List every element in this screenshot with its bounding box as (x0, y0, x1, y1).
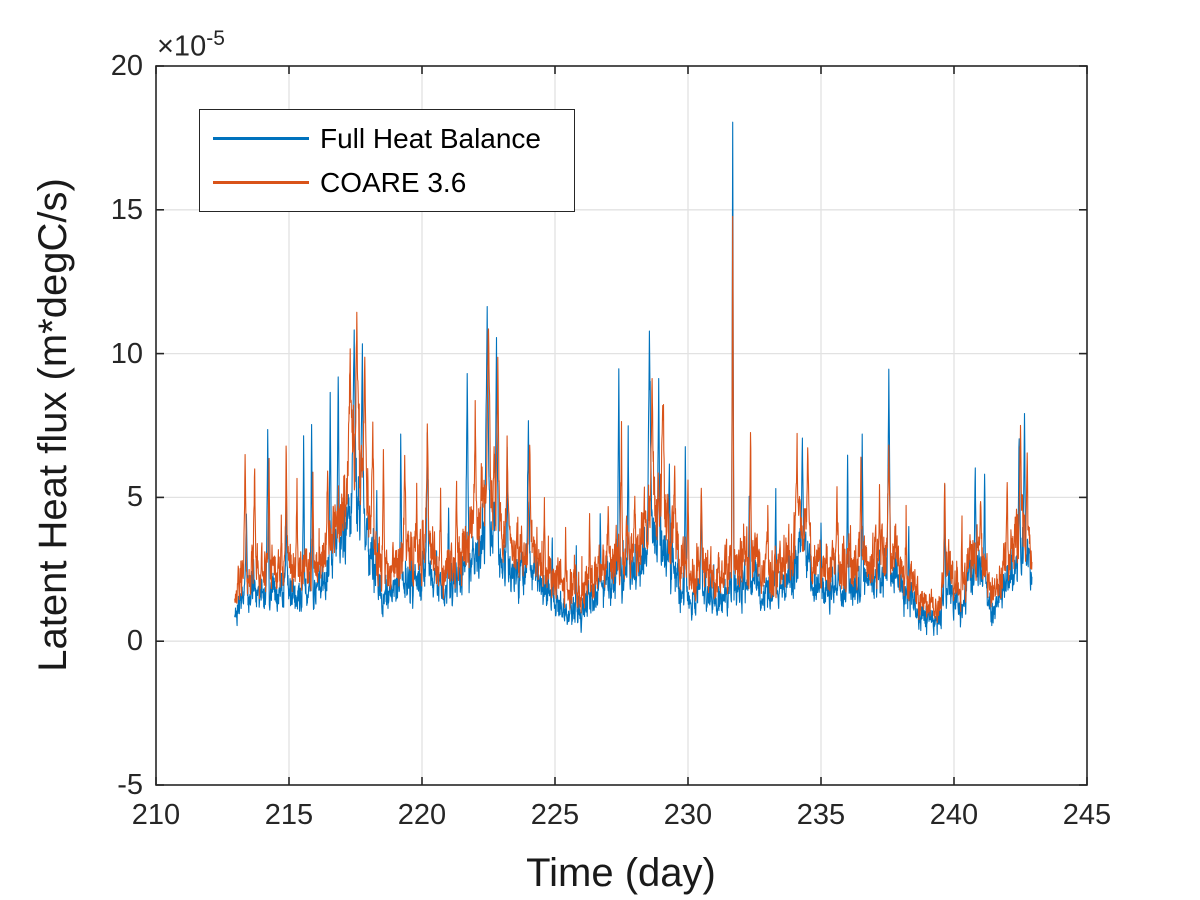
x-tick-label: 245 (1062, 799, 1112, 831)
x-axis-label: Time (day) (526, 851, 716, 895)
y-tick-label: -5 (117, 769, 143, 801)
series-lines (234, 121, 1033, 636)
exponent-power: -5 (206, 27, 225, 50)
series-line-coare-3-6 (234, 215, 1033, 624)
axes-box (155, 65, 1088, 786)
x-tick-label: 240 (929, 799, 979, 831)
x-tick-label: 210 (131, 799, 181, 831)
legend-item-coare: COARE 3.6 (213, 166, 574, 200)
y-axis-label: Latent Heat flux (m*degC/s) (31, 178, 75, 672)
legend: Full Heat Balance COARE 3.6 (199, 109, 575, 212)
x-tick-label: 225 (530, 799, 580, 831)
legend-line-sample-blue (213, 136, 309, 141)
x-tick-label: 220 (397, 799, 447, 831)
y-tick-label: 5 (126, 481, 143, 514)
exponent-base: ×10 (157, 30, 207, 63)
legend-label: Full Heat Balance (320, 122, 542, 154)
y-axis-exponent-label: ×10-5 (157, 22, 225, 64)
y-tick-label: 10 (110, 337, 143, 370)
legend-label: COARE 3.6 (320, 166, 467, 198)
x-tick-label: 235 (796, 799, 846, 831)
legend-line-sample-orange (213, 180, 309, 185)
y-tick-label: 20 (110, 50, 143, 82)
x-tick-label: 230 (663, 799, 713, 831)
tick-marks (155, 65, 1088, 786)
y-tick-label: 0 (126, 625, 143, 658)
x-tick-label: 215 (264, 799, 314, 831)
legend-item-full-heat-balance: Full Heat Balance (213, 122, 574, 156)
y-tick-label: 15 (110, 193, 143, 226)
